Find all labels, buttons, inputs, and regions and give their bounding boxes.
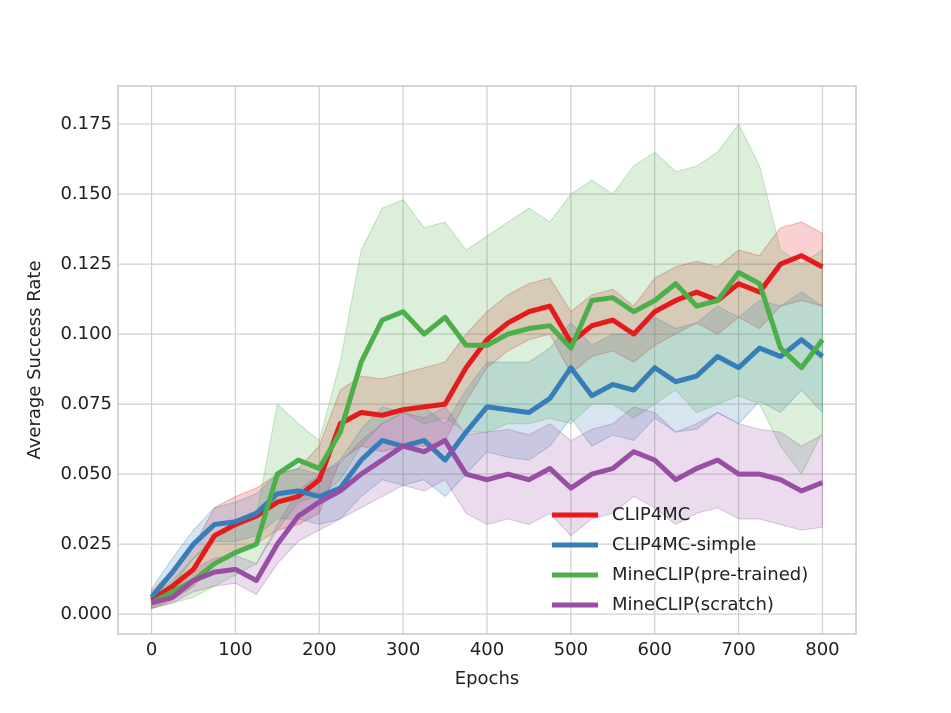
y-tick-label: 0.050 <box>60 463 112 484</box>
x-tick-label: 500 <box>554 639 588 660</box>
x-tick-label: 0 <box>146 639 157 660</box>
y-tick-label: 0.025 <box>60 533 112 554</box>
legend-label: MineCLIP(scratch) <box>612 594 774 615</box>
y-tick-label: 0.175 <box>60 113 112 134</box>
y-tick-label: 0.000 <box>60 603 112 624</box>
legend-label: CLIP4MC-simple <box>612 534 756 555</box>
series-line <box>150 438 824 606</box>
x-axis-label: Epochs <box>455 668 520 689</box>
series-line <box>149 337 825 599</box>
x-tick-label: 200 <box>302 639 336 660</box>
confidence-band <box>151 221 823 610</box>
plot-frame <box>117 85 857 635</box>
x-tick-label: 600 <box>638 639 672 660</box>
x-tick-label: 700 <box>721 639 755 660</box>
y-axis-label: Average Success Rate <box>24 260 45 459</box>
series-line <box>150 269 825 606</box>
y-tick-label: 0.150 <box>60 183 112 204</box>
series-line <box>150 253 824 603</box>
y-tick-label: 0.075 <box>60 393 112 414</box>
x-tick-label: 300 <box>386 639 420 660</box>
confidence-band <box>151 123 823 610</box>
x-tick-label: 400 <box>470 639 504 660</box>
legend-label: MineCLIP(pre-trained) <box>612 564 808 585</box>
legend-label: CLIP4MC <box>612 504 690 525</box>
confidence-band <box>151 406 823 610</box>
y-tick-label: 0.125 <box>60 253 112 274</box>
x-tick-label: 100 <box>218 639 252 660</box>
x-tick-label: 800 <box>805 639 839 660</box>
y-tick-label: 0.100 <box>60 323 112 344</box>
